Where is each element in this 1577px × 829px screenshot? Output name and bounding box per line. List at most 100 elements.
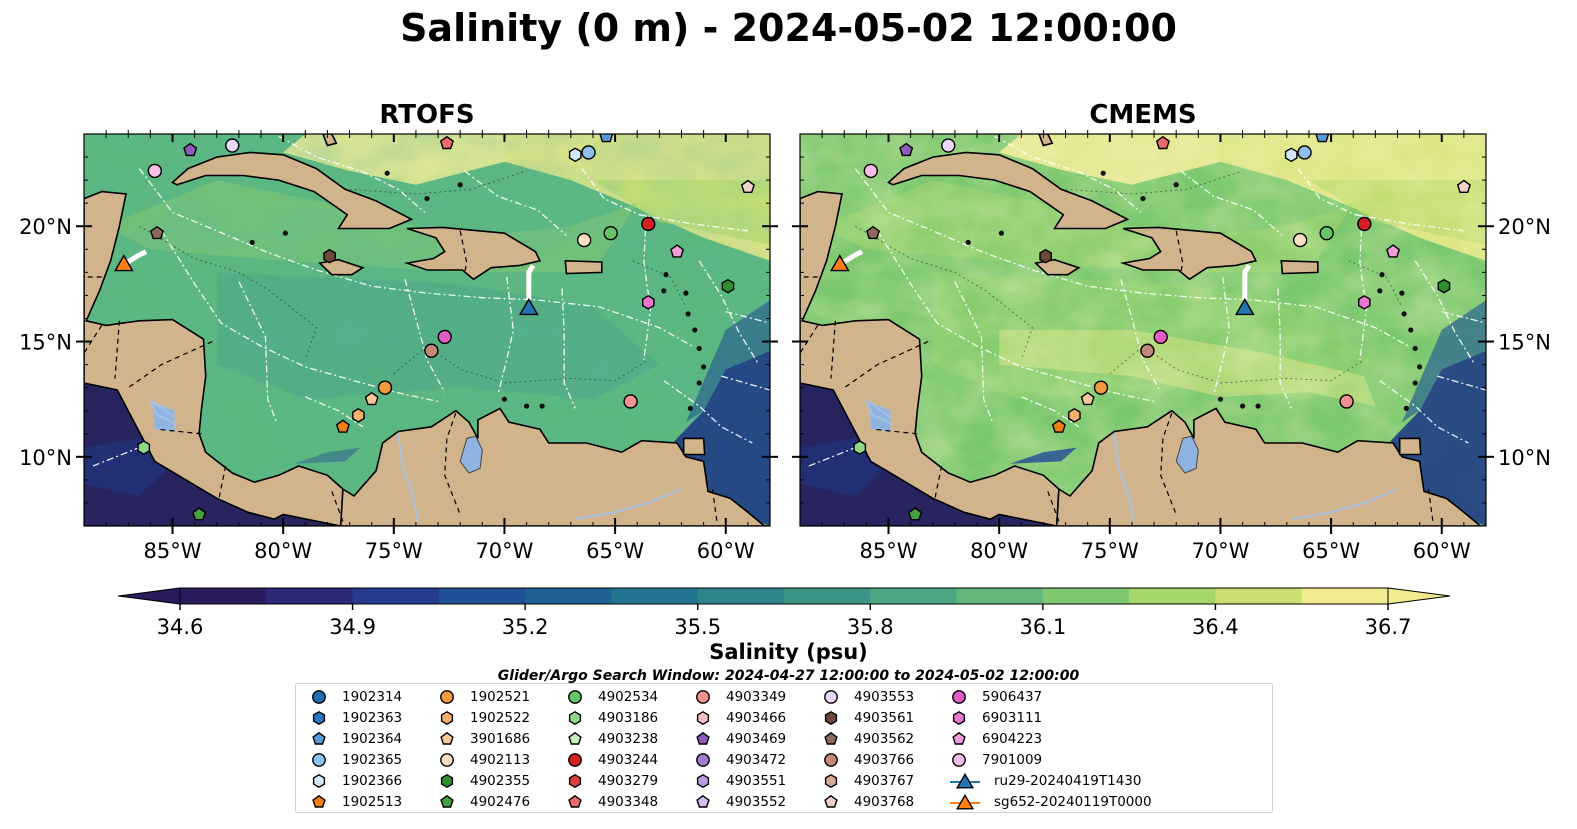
legend-column: 4902534 4903186 4903238 4903244 4903279 49033…: [566, 686, 658, 812]
lake-maracaibo-0: [459, 435, 483, 474]
legend-marker-icon: [950, 793, 980, 810]
legend-label: 1902364: [342, 730, 403, 747]
land-hispaniola-0: [403, 226, 542, 281]
legend-marker-icon: [952, 752, 966, 767]
float-marker-4902355-0: [721, 278, 735, 294]
legend-label: 4903561: [854, 709, 915, 726]
land-bahamas1-0: [322, 134, 338, 147]
legend-marker-icon: [696, 794, 710, 808]
float-marker-sg652-20240119T0000-0: [113, 254, 134, 272]
colorbar: 34.6 34.9 35.2 35.5 35.8 36.1 36.4 36.7: [117, 587, 1451, 639]
float-marker-ru29-20240419T1430-0: [518, 298, 539, 316]
legend-label: 4902534: [598, 688, 659, 705]
legend-marker-icon: [824, 773, 838, 788]
float-marker-1902365-0: [581, 145, 596, 160]
float-marker-7901009-0: [147, 163, 163, 179]
float-marker-4903349-1: [1339, 394, 1354, 409]
legend-item: 7901009: [950, 749, 1152, 770]
legend-marker-icon: [696, 773, 710, 788]
legend-item: 4903348: [566, 791, 658, 812]
colorbar-label: Salinity (psu): [709, 640, 868, 664]
colorbar-segment-3: [438, 588, 526, 604]
legend-item: 1902364: [310, 728, 402, 749]
float-marker-4903553-1: [941, 138, 956, 153]
legend-item: 4903767: [822, 770, 914, 791]
legend-label: 4903552: [726, 793, 787, 810]
float-marker-4902113-0: [576, 232, 592, 248]
legend-label: 1902363: [342, 709, 403, 726]
float-marker-4903349-0: [623, 394, 638, 409]
legend-marker-icon: [440, 794, 454, 808]
legend-label: 4903553: [854, 688, 915, 705]
float-marker-1902365-1: [1297, 145, 1312, 160]
legend-marker-icon: [312, 689, 326, 704]
legend: 1902314 1902363 1902364 1902365 1902366 19025…: [295, 683, 1273, 813]
legend-marker-icon: [568, 773, 582, 788]
legend-column: 1902314 1902363 1902364 1902365 1902366 19025…: [310, 686, 402, 812]
colorbar-segment-10: [1042, 588, 1130, 604]
float-marker-6903111-0: [642, 294, 655, 310]
legend-marker-icon: [824, 731, 838, 745]
legend-item: 4903561: [822, 707, 914, 728]
legend-item: 4903551: [694, 770, 786, 791]
legend-label: 4902476: [470, 793, 531, 810]
land-cuba-1: [887, 151, 1130, 230]
legend-item: ru29-20240419T1430: [950, 770, 1152, 791]
x-tick-label-1-1: 80°W: [970, 539, 1028, 563]
legend-label: 1902513: [342, 793, 403, 810]
float-marker-4903766-1: [1140, 343, 1155, 358]
land-southAm-0: [84, 407, 770, 526]
map-frames: [83, 133, 1487, 527]
panel-title-rtofs: RTOFS: [379, 100, 475, 130]
colorbar-tick-label-0: 34.6: [157, 615, 204, 639]
legend-label: ru29-20240419T1430: [994, 772, 1142, 789]
legend-item: 4903244: [566, 749, 658, 770]
x-tick-label-0-3: 70°W: [475, 539, 533, 563]
axis-ticks: 85°W 80°W 75°W 70°W 65°W 60°W 85°W 80°W 75°W 70°W…: [19, 130, 1551, 563]
colorbar-segment-6: [697, 588, 785, 604]
legend-marker-icon: [952, 731, 966, 745]
legend-label: 4903768: [854, 793, 915, 810]
legend-marker-icon: [312, 710, 326, 725]
map-panel-rtofs: [84, 134, 770, 526]
colorbar-segment-0: [180, 588, 267, 604]
legend-item: 6904223: [950, 728, 1152, 749]
glider-track-ru29-0: [526, 264, 536, 300]
legend-marker-icon: [824, 689, 838, 704]
legend-label: 4902113: [470, 751, 531, 768]
legend-marker-icon: [824, 752, 838, 767]
float-marker-ru29-20240419T1430-1: [1234, 298, 1255, 316]
legend-marker-icon: [312, 731, 326, 745]
land-jamaica-0: [318, 258, 365, 276]
legend-item: 4902113: [438, 749, 530, 770]
legend-item: 4903466: [694, 707, 786, 728]
float-marker-3901686-1: [1080, 391, 1095, 406]
legend-column: 5906437 6903111 6904223 7901009 ru29-2024041…: [950, 686, 1152, 812]
legend-marker-icon: [568, 794, 582, 808]
land-jamaica-1: [1034, 258, 1081, 276]
float-marker-4903561-1: [1039, 248, 1053, 264]
y-tick-label-right-1: 15°N: [1498, 331, 1551, 355]
legend-label: 7901009: [982, 751, 1043, 768]
legend-marker-icon: [568, 710, 582, 725]
legend-item: 4903768: [822, 791, 914, 812]
float-marker-4903186-1: [853, 440, 867, 455]
x-tick-label-1-4: 65°W: [1302, 539, 1360, 563]
y-tick-label-right-0: 20°N: [1498, 215, 1551, 239]
legend-item: 4903349: [694, 686, 786, 707]
colorbar-tick-label-1: 34.9: [329, 615, 376, 639]
colorbar-segment-12: [1215, 588, 1303, 604]
legend-label: 4903349: [726, 688, 787, 705]
legend-marker-icon: [568, 731, 582, 745]
colorbar-tick-label-6: 36.4: [1192, 615, 1239, 639]
land-hispaniola-1: [1119, 226, 1258, 281]
float-marker-1902521-0: [377, 380, 393, 395]
float-marker-4903562-1: [865, 225, 881, 240]
land-centralAm-1: [800, 190, 1060, 526]
legend-label: 4903551: [726, 772, 787, 789]
legend-marker-icon: [312, 773, 326, 788]
panel-frame-0: [83, 133, 771, 527]
legend-item: 1902363: [310, 707, 402, 728]
float-marker-4903469-1: [899, 142, 914, 157]
